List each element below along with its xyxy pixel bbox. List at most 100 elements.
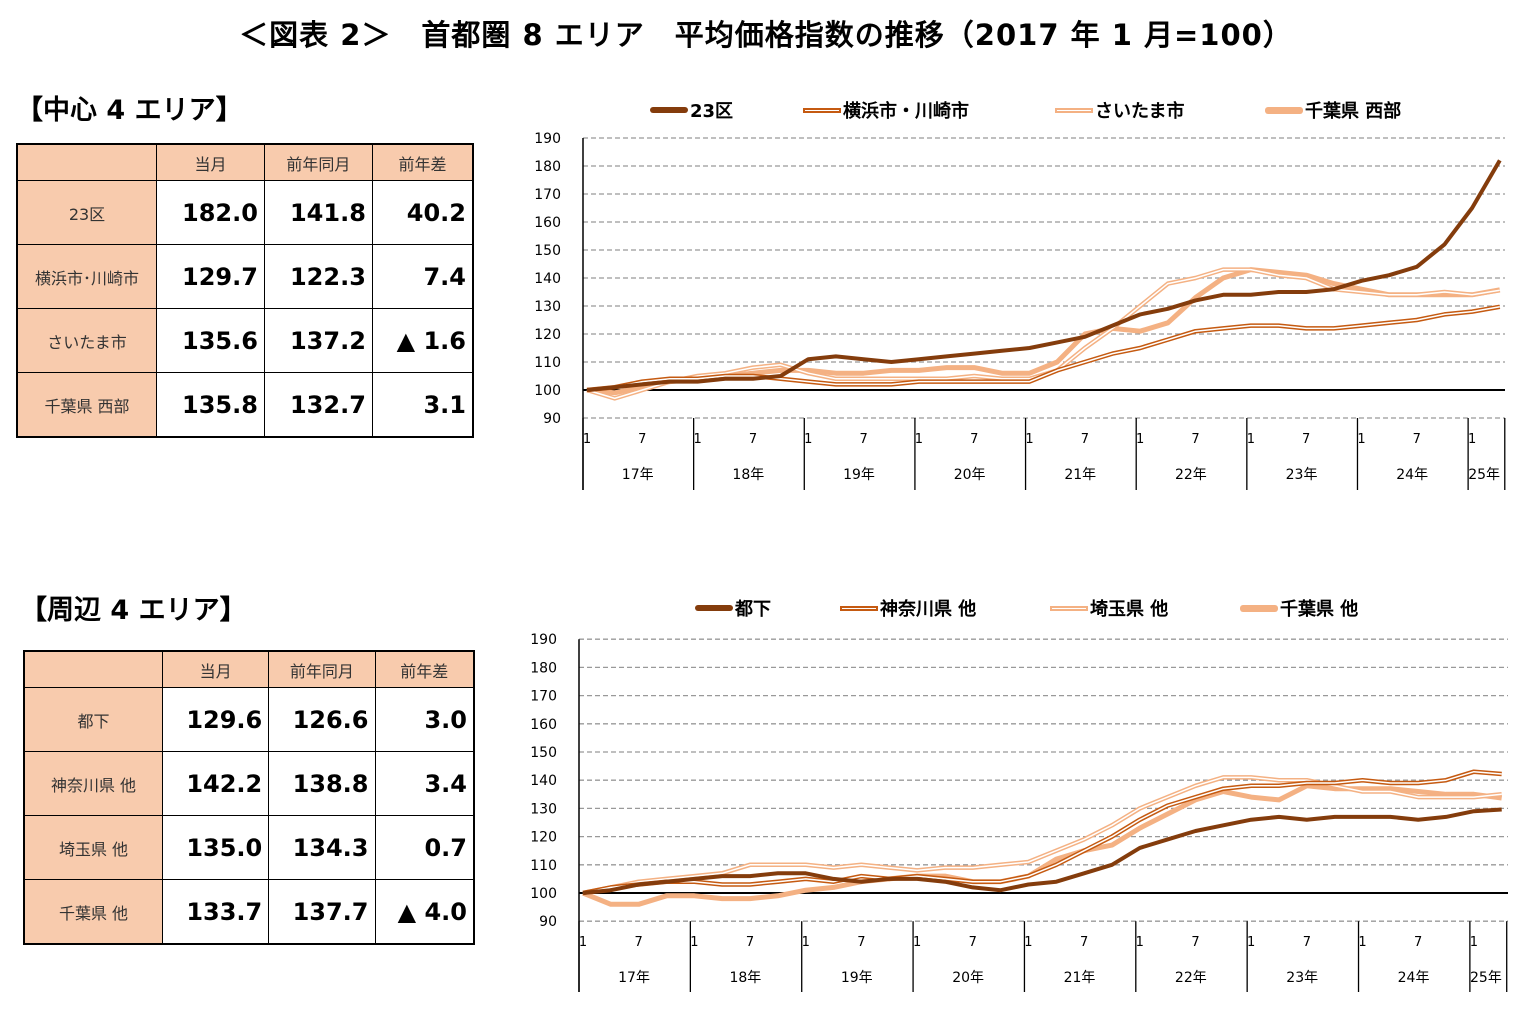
- legend-label: 神奈川県 他: [880, 599, 977, 620]
- y-tick-label: 130: [530, 801, 557, 817]
- table-header-row: 当月 前年同月 前年差: [23, 650, 475, 688]
- legend-swatch: [1240, 604, 1278, 612]
- month-tick-label: 7: [638, 432, 646, 447]
- legend-swatch: [1265, 106, 1303, 114]
- series-1-line: [582, 807, 1502, 895]
- col-header-prev-year: 前年同月: [268, 650, 376, 688]
- month-tick-label: 1: [583, 432, 591, 447]
- series-line-inner: [586, 306, 1500, 391]
- col-header-blank: [23, 650, 163, 688]
- current-value: 135.6: [156, 308, 265, 373]
- prev-year-value: 134.3: [268, 815, 376, 880]
- table-row: 都下 129.6 126.6 3.0: [23, 687, 475, 752]
- legend-item: 神奈川県 他: [840, 595, 976, 621]
- y-tick-label: 120: [534, 327, 561, 343]
- prev-year-value: 122.3: [263, 244, 373, 309]
- month-tick-label: 1: [690, 935, 698, 950]
- year-label: 22年: [1175, 970, 1207, 986]
- month-tick-label: 7: [970, 432, 978, 447]
- year-label: 24年: [1396, 467, 1428, 483]
- diff-value: 40.2: [371, 180, 474, 245]
- month-tick-label: 7: [969, 935, 977, 950]
- prev-year-value: 132.7: [263, 372, 373, 438]
- table-row: 23区 182.0 141.8 40.2: [16, 180, 474, 245]
- series-1-line: [586, 159, 1502, 392]
- legend-item: 千葉県 西部: [1265, 97, 1401, 123]
- table-row: 千葉県 他 133.7 137.7 ▲ 4.0: [23, 879, 475, 945]
- legend-swatch: [1055, 107, 1093, 113]
- diff-value: 0.7: [374, 815, 475, 880]
- legend-label: さいたま市: [1095, 101, 1185, 122]
- year-label: 19年: [843, 467, 875, 483]
- month-tick-label: 7: [635, 935, 643, 950]
- month-tick-label: 7: [1080, 935, 1088, 950]
- y-tick-label: 110: [534, 355, 561, 371]
- series-2-line: [586, 304, 1501, 393]
- legend-item: 横浜市・川崎市: [803, 97, 969, 123]
- month-tick-label: 1: [1247, 432, 1255, 447]
- y-tick-label: 190: [530, 632, 557, 648]
- month-tick-label: 1: [1247, 935, 1255, 950]
- series-2-line: [582, 769, 1502, 896]
- diff-value: 7.4: [371, 244, 474, 309]
- current-value: 182.0: [156, 180, 265, 245]
- diff-value: ▲ 4.0: [374, 879, 475, 945]
- y-tick-label: 140: [530, 773, 557, 789]
- central-table: 当月 前年同月 前年差 23区 182.0 141.8 40.2 横浜市･川崎市 129…: [16, 143, 474, 438]
- year-label: 19年: [841, 970, 873, 986]
- row-label: 横浜市･川崎市: [16, 244, 157, 309]
- legend-item: 23区: [650, 97, 733, 123]
- legend-item: 都下: [695, 595, 771, 621]
- month-tick-label: 7: [746, 935, 754, 950]
- row-label: 千葉県 西部: [16, 372, 157, 438]
- peripheral-line-chart: 90 100 110 120 130 140 150 160 170 180 190 1 7 17年 1 7 1…: [530, 632, 1508, 992]
- col-header-prev-year: 前年同月: [263, 143, 373, 181]
- current-value: 142.2: [161, 751, 270, 816]
- legend-swatch: [650, 107, 688, 113]
- row-label: 23区: [16, 180, 157, 245]
- peripheral-table: 当月 前年同月 前年差 都下 129.6 126.6 3.0 神奈川県 他 142.2 1…: [23, 650, 475, 945]
- current-value: 129.6: [161, 687, 270, 752]
- peripheral-heading: 【周辺 4 エリア】: [20, 595, 247, 626]
- legend-label: 横浜市・川崎市: [843, 101, 969, 122]
- year-label: 18年: [732, 467, 764, 483]
- legend-label: 千葉県 他: [1280, 599, 1359, 620]
- page-title: ＜図表 2＞ 首都圏 8 エリア 平均価格指数の推移（2017 年 1 月=10…: [239, 18, 1293, 52]
- year-label: 21年: [1064, 970, 1096, 986]
- month-tick-label: 1: [913, 935, 921, 950]
- table-row: 横浜市･川崎市 129.7 122.3 7.4: [16, 244, 474, 309]
- y-tick-label: 170: [530, 689, 557, 705]
- y-tick-label: 150: [530, 745, 557, 761]
- year-label: 21年: [1064, 467, 1096, 483]
- y-tick-label: 150: [534, 243, 561, 259]
- month-tick-label: 7: [1413, 432, 1421, 447]
- series-line: [586, 159, 1502, 392]
- diff-value: 3.1: [371, 372, 474, 438]
- series-line-inner: [582, 776, 1502, 894]
- y-tick-label: 190: [534, 131, 561, 147]
- month-tick-label: 1: [915, 432, 923, 447]
- current-value: 129.7: [156, 244, 265, 309]
- prev-year-value: 138.8: [268, 751, 376, 816]
- prev-year-value: 126.6: [268, 687, 376, 752]
- legend-label: 千葉県 西部: [1305, 101, 1402, 122]
- table-row: 神奈川県 他 142.2 138.8 3.4: [23, 751, 475, 816]
- series-line: [582, 807, 1502, 895]
- year-label: 24年: [1398, 970, 1430, 986]
- col-header-diff: 前年差: [374, 650, 475, 688]
- table-row: 千葉県 西部 135.8 132.7 3.1: [16, 372, 474, 438]
- month-tick-label: 7: [1414, 935, 1422, 950]
- col-header-current: 当月: [156, 143, 265, 181]
- month-tick-label: 1: [1136, 935, 1144, 950]
- prev-year-value: 141.8: [263, 180, 373, 245]
- year-label: 17年: [622, 467, 654, 483]
- diff-value: 3.4: [374, 751, 475, 816]
- central-line-chart: 90 100 110 120 130 140 150 160 170 180 190 1 7 17年 1 7 1…: [534, 131, 1506, 490]
- prev-year-value: 137.7: [268, 879, 376, 945]
- month-tick-label: 1: [693, 432, 701, 447]
- y-tick-label: 140: [534, 271, 561, 287]
- y-tick-label: 90: [539, 914, 557, 930]
- y-tick-label: 100: [534, 383, 561, 399]
- y-tick-label: 130: [534, 299, 561, 315]
- month-tick-label: 1: [1468, 432, 1476, 447]
